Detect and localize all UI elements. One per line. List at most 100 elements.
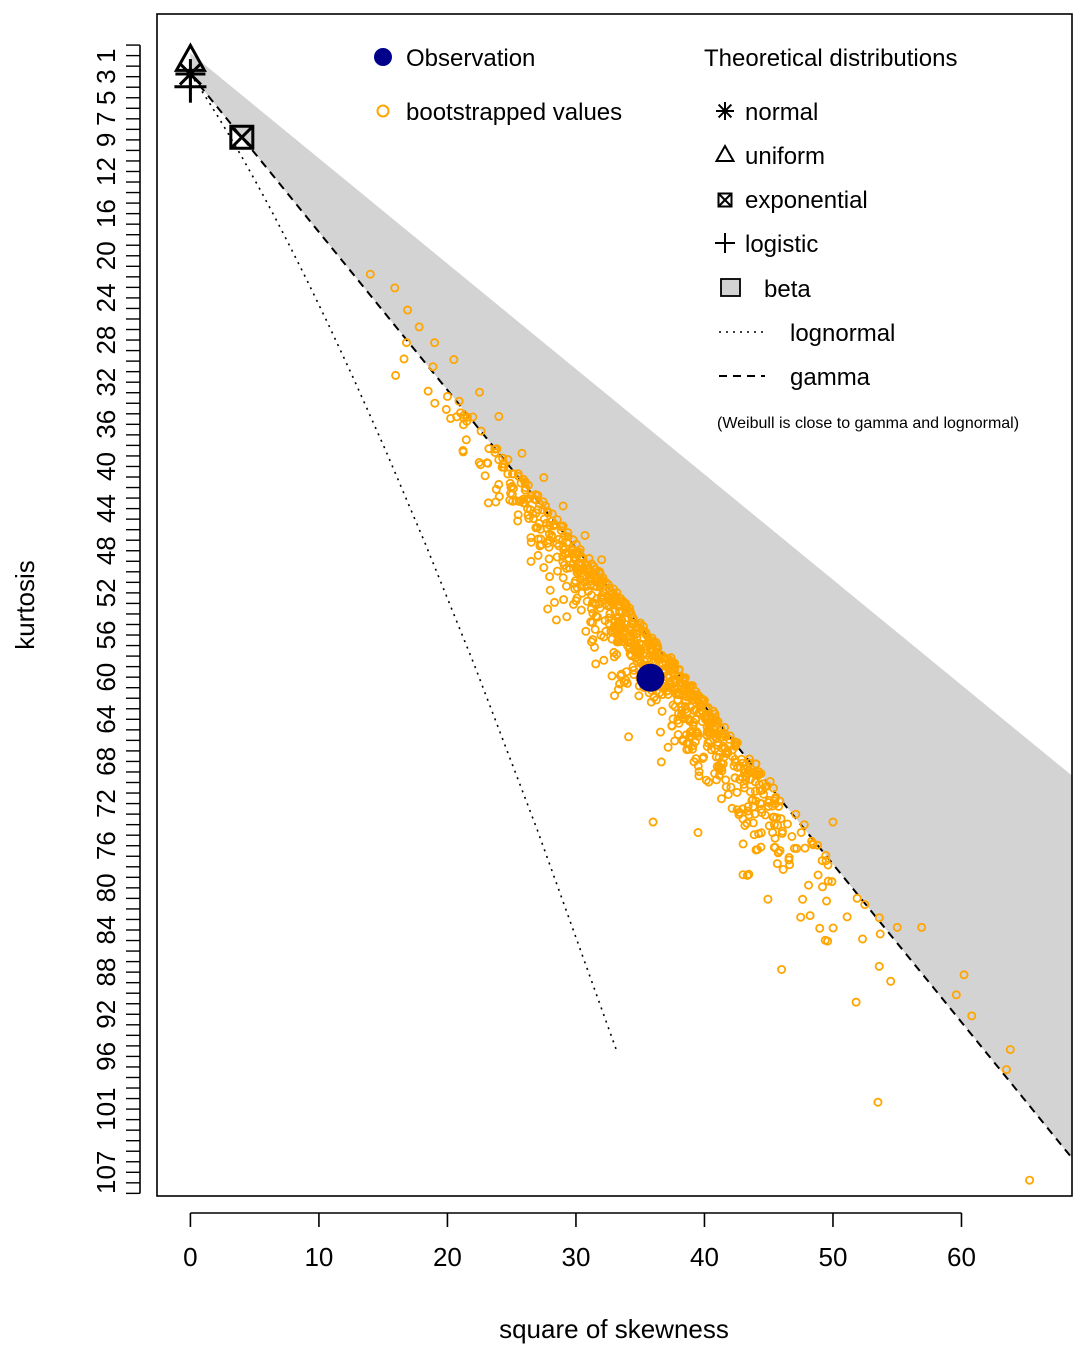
y-tick-label: 32 bbox=[91, 368, 121, 397]
legend-uniform-label: uniform bbox=[745, 143, 825, 170]
bootstrap-point bbox=[594, 567, 604, 577]
bootstrap-point bbox=[738, 839, 748, 849]
logistic-marker bbox=[174, 70, 207, 103]
bootstrap-point bbox=[423, 386, 433, 396]
bootstrap-point bbox=[599, 655, 609, 665]
bootstrap-point bbox=[670, 736, 680, 746]
x-axis-label: square of skewness bbox=[499, 1314, 729, 1344]
bootstrap-point bbox=[666, 682, 676, 692]
bootstrap-point bbox=[697, 705, 707, 715]
bootstrap-point bbox=[774, 847, 784, 857]
bootstrap-point bbox=[590, 624, 600, 634]
bootstrap-point bbox=[578, 564, 588, 574]
bootstrap-point bbox=[552, 515, 562, 525]
legend-exponential-symbol bbox=[717, 192, 733, 208]
bootstrap-point bbox=[874, 961, 884, 971]
bootstrap-point bbox=[822, 896, 832, 906]
bootstrap-point bbox=[873, 1097, 883, 1107]
bootstrap-point bbox=[778, 865, 788, 875]
bootstrap-point bbox=[539, 473, 549, 483]
bootstrap-point bbox=[401, 338, 411, 348]
bootstrap-point bbox=[681, 730, 691, 740]
y-tick-label: 24 bbox=[91, 283, 121, 312]
bootstrap-point bbox=[959, 970, 969, 980]
bootstrap-point bbox=[770, 794, 780, 804]
bootstrap-point bbox=[730, 773, 740, 783]
bootstrap-point bbox=[628, 662, 638, 672]
bootstrap-point bbox=[732, 738, 742, 748]
bootstrap-point bbox=[580, 530, 590, 540]
legend-theoretical: Theoretical distributions normal uniform… bbox=[704, 45, 1019, 432]
bootstrap-point bbox=[748, 818, 758, 828]
bootstrap-point bbox=[613, 684, 623, 694]
bootstrap-point bbox=[541, 518, 551, 528]
bootstrap-point bbox=[717, 794, 727, 804]
bootstrap-point bbox=[828, 817, 838, 827]
bootstrap-point bbox=[449, 355, 459, 365]
legend-beta-symbol bbox=[720, 278, 741, 297]
legend-observation: Observation bootstrapped values bbox=[374, 45, 622, 126]
bootstrap-point bbox=[634, 639, 644, 649]
y-tick-label: 9 bbox=[91, 133, 121, 147]
bootstrap-point bbox=[787, 832, 797, 842]
bootstrap-point bbox=[823, 860, 833, 870]
bootstrap-point bbox=[461, 435, 471, 445]
bootstrap-point bbox=[815, 923, 825, 933]
bootstrap-point bbox=[875, 929, 885, 939]
bootstrap-point bbox=[699, 695, 709, 705]
bootstrap-point bbox=[484, 444, 494, 454]
legend-lognormal-label: lognormal bbox=[790, 320, 895, 347]
bootstrap-point bbox=[459, 413, 469, 423]
bootstrap-point bbox=[543, 604, 553, 614]
bootstrap-point bbox=[558, 551, 568, 561]
bootstrap-point bbox=[717, 728, 727, 738]
y-axis: 1 3 5 7 9 12 16 20 24 28 32 36 40 44 48 52 56 60 64 68 72 76 8… bbox=[91, 44, 141, 1195]
bootstrap-point bbox=[711, 722, 721, 732]
bootstrap-point bbox=[490, 444, 500, 454]
bootstrap-point bbox=[428, 362, 438, 372]
uniform-marker bbox=[173, 42, 207, 72]
bootstrap-point bbox=[625, 649, 635, 659]
bootstrap-point bbox=[539, 563, 549, 573]
legend-beta-label: beta bbox=[764, 276, 811, 303]
bootstrap-point bbox=[804, 880, 814, 890]
bootstrap-point bbox=[614, 599, 624, 609]
bootstrap-point bbox=[701, 775, 711, 785]
exponential-marker bbox=[229, 124, 255, 150]
bootstrap-point bbox=[674, 708, 684, 718]
bootstrap-point bbox=[550, 597, 560, 607]
bootstrap-point bbox=[511, 496, 521, 506]
bootstrap-point bbox=[604, 600, 614, 610]
bootstrap-point bbox=[777, 965, 787, 975]
legend-observation-label: Observation bbox=[406, 45, 535, 72]
bootstrap-point bbox=[476, 426, 486, 436]
bootstrap-point bbox=[391, 370, 401, 380]
bootstrap-point bbox=[588, 635, 598, 645]
bootstrap-point bbox=[441, 404, 451, 414]
bootstrap-point bbox=[646, 697, 656, 707]
bootstrap-point bbox=[670, 684, 680, 694]
bootstrap-point bbox=[581, 626, 591, 636]
bootstrap-point bbox=[553, 566, 563, 576]
bootstrap-point bbox=[634, 691, 644, 701]
legend-normal-label: normal bbox=[745, 99, 818, 126]
bootstrap-point bbox=[623, 638, 633, 648]
bootstrap-point bbox=[874, 913, 884, 923]
bootstrap-point bbox=[738, 804, 748, 814]
bootstrap-point bbox=[892, 922, 902, 932]
y-tick-label: 40 bbox=[91, 452, 121, 481]
bootstrap-point bbox=[609, 647, 619, 657]
bootstrap-point bbox=[827, 877, 837, 887]
bootstrap-point bbox=[791, 809, 801, 819]
y-tick-label: 28 bbox=[91, 326, 121, 355]
bootstrap-point bbox=[538, 497, 548, 507]
y-tick-label: 44 bbox=[91, 494, 121, 523]
legend-logistic-symbol bbox=[715, 233, 735, 253]
y-tick-label: 84 bbox=[91, 916, 121, 945]
bootstrap-point bbox=[468, 412, 478, 422]
bootstrap-point bbox=[458, 447, 468, 457]
y-tick-label: 56 bbox=[91, 621, 121, 650]
bootstrap-point bbox=[558, 501, 568, 511]
bootstrap-point bbox=[506, 488, 516, 498]
bootstrap-point bbox=[917, 922, 927, 932]
